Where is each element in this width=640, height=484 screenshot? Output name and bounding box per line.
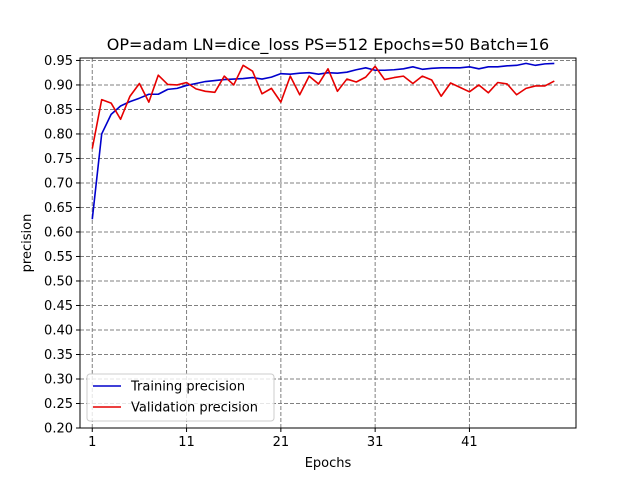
y-tick-label: 0.35 xyxy=(44,348,73,363)
y-tick-label: 0.40 xyxy=(44,323,73,338)
y-tick-label: 0.20 xyxy=(44,422,73,437)
x-tick-label: 31 xyxy=(367,435,384,450)
y-axis: 0.20 0.25 0.30 0.35 0.40 0.45 0.50 0.55 0.60 0.65… xyxy=(44,54,80,437)
y-tick-label: 0.95 xyxy=(44,54,73,69)
x-tick-label: 41 xyxy=(461,435,478,450)
series-layer xyxy=(91,62,555,220)
x-tick-label: 1 xyxy=(88,435,96,450)
chart-title: OP=adam LN=dice_loss PS=512 Epochs=50 Ba… xyxy=(107,35,549,55)
y-tick-label: 0.90 xyxy=(44,78,73,93)
y-tick-label: 0.55 xyxy=(44,250,73,265)
series-line xyxy=(91,64,555,149)
y-tick-label: 0.65 xyxy=(44,201,73,216)
x-axis: 1 11 21 31 41 xyxy=(88,428,478,450)
legend: Training precision Validation precision xyxy=(86,373,275,422)
grid xyxy=(80,58,576,429)
y-tick-label: 0.60 xyxy=(44,225,73,240)
series-line xyxy=(91,62,555,220)
y-tick-label: 0.25 xyxy=(44,397,73,412)
legend-box xyxy=(86,373,275,422)
y-tick-label: 0.80 xyxy=(44,127,73,142)
legend-label: Training precision xyxy=(130,380,245,395)
y-tick-label: 0.30 xyxy=(44,372,73,387)
y-axis-label: precision xyxy=(20,214,35,273)
y-tick-label: 0.85 xyxy=(44,103,73,118)
x-tick-label: 11 xyxy=(178,435,195,450)
legend-label: Validation precision xyxy=(131,401,258,416)
x-tick-label: 21 xyxy=(273,435,290,450)
y-tick-label: 0.45 xyxy=(44,299,73,314)
y-tick-label: 0.50 xyxy=(44,274,73,289)
y-tick-label: 0.70 xyxy=(44,176,73,191)
y-tick-label: 0.75 xyxy=(44,152,73,167)
x-axis-label: Epochs xyxy=(305,456,352,471)
plot-frame xyxy=(79,57,577,429)
